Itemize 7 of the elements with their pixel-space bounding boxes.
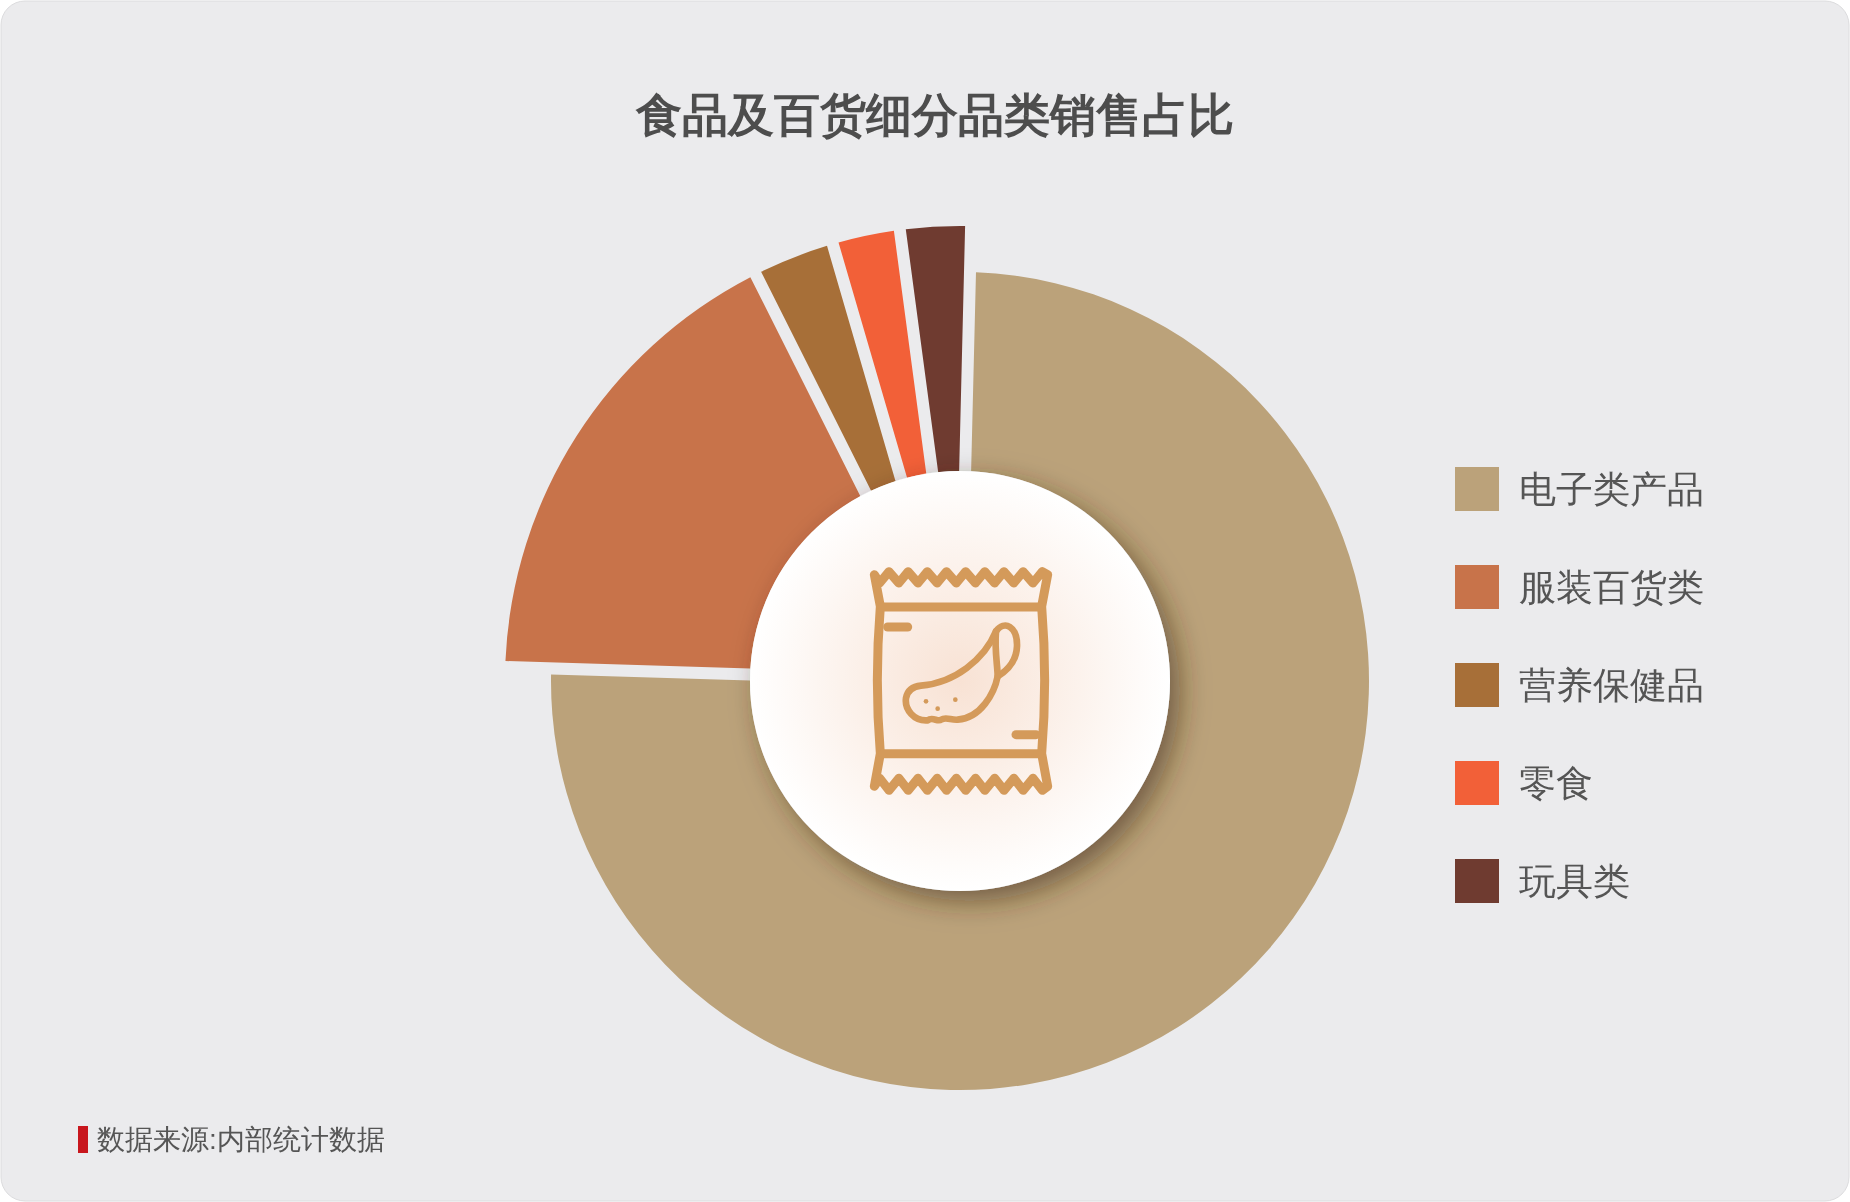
legend-label: 玩具类 [1519,860,1630,902]
legend-label: 营养保健品 [1519,664,1704,706]
chart-title: 食品及百货细分品类销售占比 [635,89,1234,141]
legend-label: 服装百货类 [1519,566,1704,608]
legend-label: 电子类产品 [1519,468,1704,510]
legend-label: 零食 [1519,762,1593,804]
source-note: 数据来源:内部统计数据 [97,1123,385,1155]
